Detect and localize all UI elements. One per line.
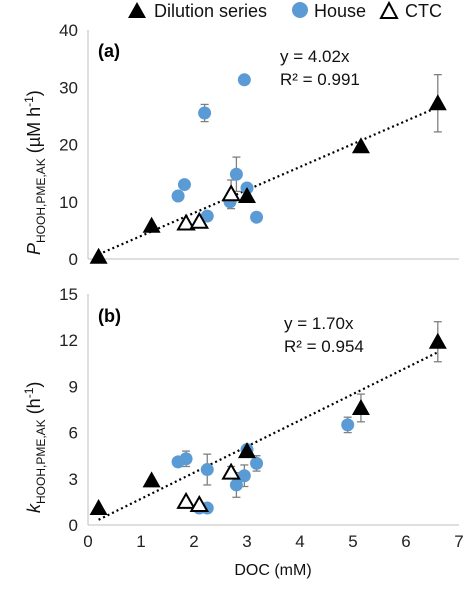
y-tick-label: 10 xyxy=(59,193,78,212)
x-tick-label: 2 xyxy=(189,532,198,551)
fit-r-squared: R² = 0.954 xyxy=(284,337,364,356)
data-point-house xyxy=(229,478,243,492)
x-tick-label: 7 xyxy=(454,532,463,551)
data-point-ctc xyxy=(189,211,210,229)
y-tick-label: 20 xyxy=(59,136,78,155)
y-tick-label: 12 xyxy=(59,331,78,350)
circle-icon xyxy=(292,2,308,18)
markers xyxy=(89,73,447,264)
data-point-ctc xyxy=(189,494,210,512)
panel-label: (a) xyxy=(98,41,120,61)
y-ticks: 0 3 6 9 12 15 xyxy=(59,285,78,535)
data-point-ctc xyxy=(176,491,196,509)
y-tick-label: 3 xyxy=(69,470,78,489)
markers xyxy=(89,332,447,516)
y-axis-title: PHOOH,PME,AK (µM h-1) xyxy=(22,90,48,255)
data-point-house xyxy=(171,189,185,203)
data-point-house xyxy=(177,178,191,192)
y-axis-title-close: ) xyxy=(24,382,44,388)
legend-item-ctc: CTC xyxy=(379,0,442,21)
data-point-house xyxy=(237,469,251,483)
x-tick-label: 5 xyxy=(348,532,357,551)
data-point-dilution xyxy=(89,499,108,516)
x-tick-label: 1 xyxy=(136,532,145,551)
data-point-house xyxy=(179,452,193,466)
data-point-dilution xyxy=(351,137,370,154)
fit-line xyxy=(98,351,439,521)
data-point-house xyxy=(200,463,214,477)
data-point-dilution xyxy=(142,216,161,233)
y-axis-title-sup: -1 xyxy=(22,96,36,107)
x-ticks: 0 1 2 3 4 5 6 7 xyxy=(83,532,463,551)
legend-label-house: House xyxy=(314,1,366,21)
legend-item-dilution: Dilution series xyxy=(128,1,267,21)
data-point-dilution xyxy=(351,398,370,415)
y-axis-title-main: P xyxy=(24,243,44,255)
data-point-house xyxy=(200,209,214,223)
data-point-dilution xyxy=(142,471,161,488)
data-point-house xyxy=(250,456,264,470)
data-point-dilution xyxy=(89,247,108,264)
open-triangle-icon xyxy=(379,0,399,19)
y-tick-label: 0 xyxy=(69,516,78,535)
filled-triangle-icon xyxy=(128,2,146,18)
data-point-ctc xyxy=(176,213,196,231)
legend-item-house: House xyxy=(292,1,366,21)
error-bars xyxy=(200,74,442,210)
data-point-dilution xyxy=(238,442,256,459)
x-tick-label: 4 xyxy=(295,532,304,551)
fit-equation: y = 4.02x xyxy=(280,47,350,66)
data-point-dilution xyxy=(428,94,447,111)
data-point-dilution xyxy=(428,332,447,349)
y-ticks: 0 10 20 30 40 xyxy=(59,21,78,269)
y-axis-title-sub: HOOH,PME,AK xyxy=(34,158,48,243)
y-tick-label: 15 xyxy=(59,285,78,304)
y-tick-label: 9 xyxy=(69,377,78,396)
legend-label-dilution: Dilution series xyxy=(154,1,267,21)
data-point-house xyxy=(229,167,243,181)
data-point-ctc xyxy=(221,184,241,202)
y-tick-label: 40 xyxy=(59,21,78,40)
x-tick-label: 0 xyxy=(83,532,92,551)
y-tick-label: 6 xyxy=(69,424,78,443)
data-point-house xyxy=(250,210,264,224)
data-point-house xyxy=(237,73,251,87)
data-point-dilution xyxy=(238,187,256,204)
panel-label: (b) xyxy=(98,306,121,326)
y-axis-title-sup: -1 xyxy=(22,387,36,398)
data-point-house xyxy=(198,106,212,120)
fit-r-squared: R² = 0.991 xyxy=(280,70,360,89)
legend-label-ctc: CTC xyxy=(405,1,442,21)
y-axis-title-unit: (h xyxy=(24,398,44,419)
x-tick-label: 6 xyxy=(401,532,410,551)
y-axis-title-unit: (µM h xyxy=(24,107,44,158)
data-point-house xyxy=(341,418,355,432)
fit-equation: y = 1.70x xyxy=(284,314,354,333)
y-tick-label: 30 xyxy=(59,78,78,97)
y-axis-title-main: k xyxy=(24,503,44,513)
y-axis-title: kHOOH,PME,AK (h-1) xyxy=(22,382,48,513)
y-axis-title-close: ) xyxy=(24,90,44,96)
y-axis-title-sub: HOOH,PME,AK xyxy=(34,419,48,504)
legend: Dilution series House CTC xyxy=(128,0,442,21)
x-axis-title: DOC (mM) xyxy=(234,562,311,579)
x-tick-label: 3 xyxy=(242,532,251,551)
panel-a: 0 10 20 30 40 (a) y = 4.02x R² = 0.991 PHOOH… xyxy=(22,21,459,269)
data-point-ctc xyxy=(221,462,241,480)
y-tick-label: 0 xyxy=(69,250,78,269)
